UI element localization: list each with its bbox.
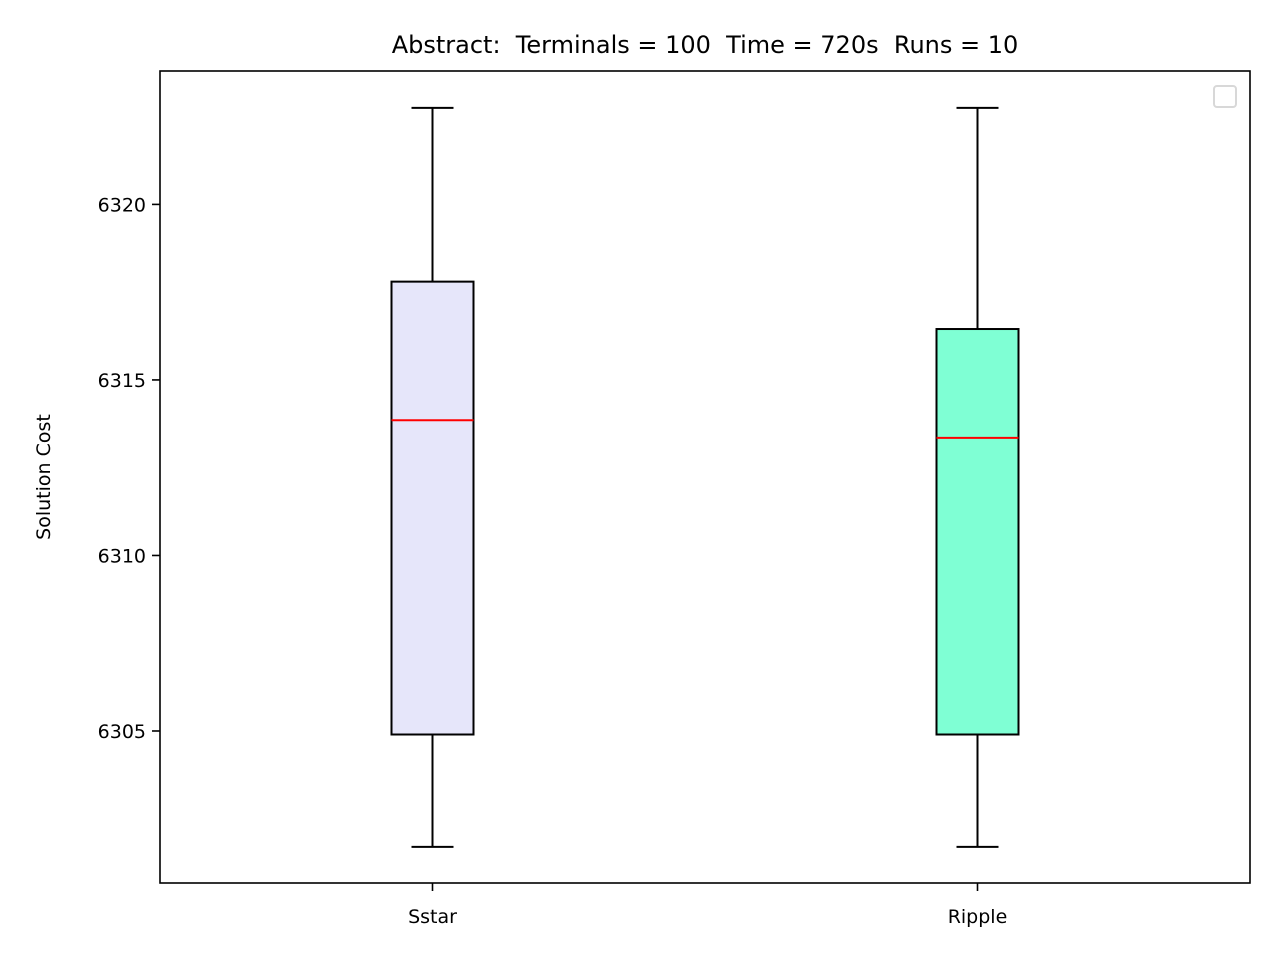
plot-area: 6305 6310 6315 6320 Sstar Ripple (98, 106, 1020, 928)
y-tick-label: 6320 (98, 194, 146, 216)
legend-box (1213, 85, 1237, 108)
box-sstar (390, 280, 475, 736)
y-axis-label: Solution Cost (33, 414, 55, 540)
x-tick-label: Ripple (948, 906, 1008, 928)
plot-frame (159, 70, 1251, 884)
chart-title: Abstract: Terminals = 100 Time = 720s Ru… (392, 31, 1019, 59)
box-ripple (935, 328, 1020, 736)
y-tick-label: 6305 (98, 721, 146, 743)
y-tick-label: 6315 (98, 370, 146, 392)
y-tick-label: 6310 (98, 545, 146, 567)
x-tick-label: Sstar (408, 906, 457, 928)
